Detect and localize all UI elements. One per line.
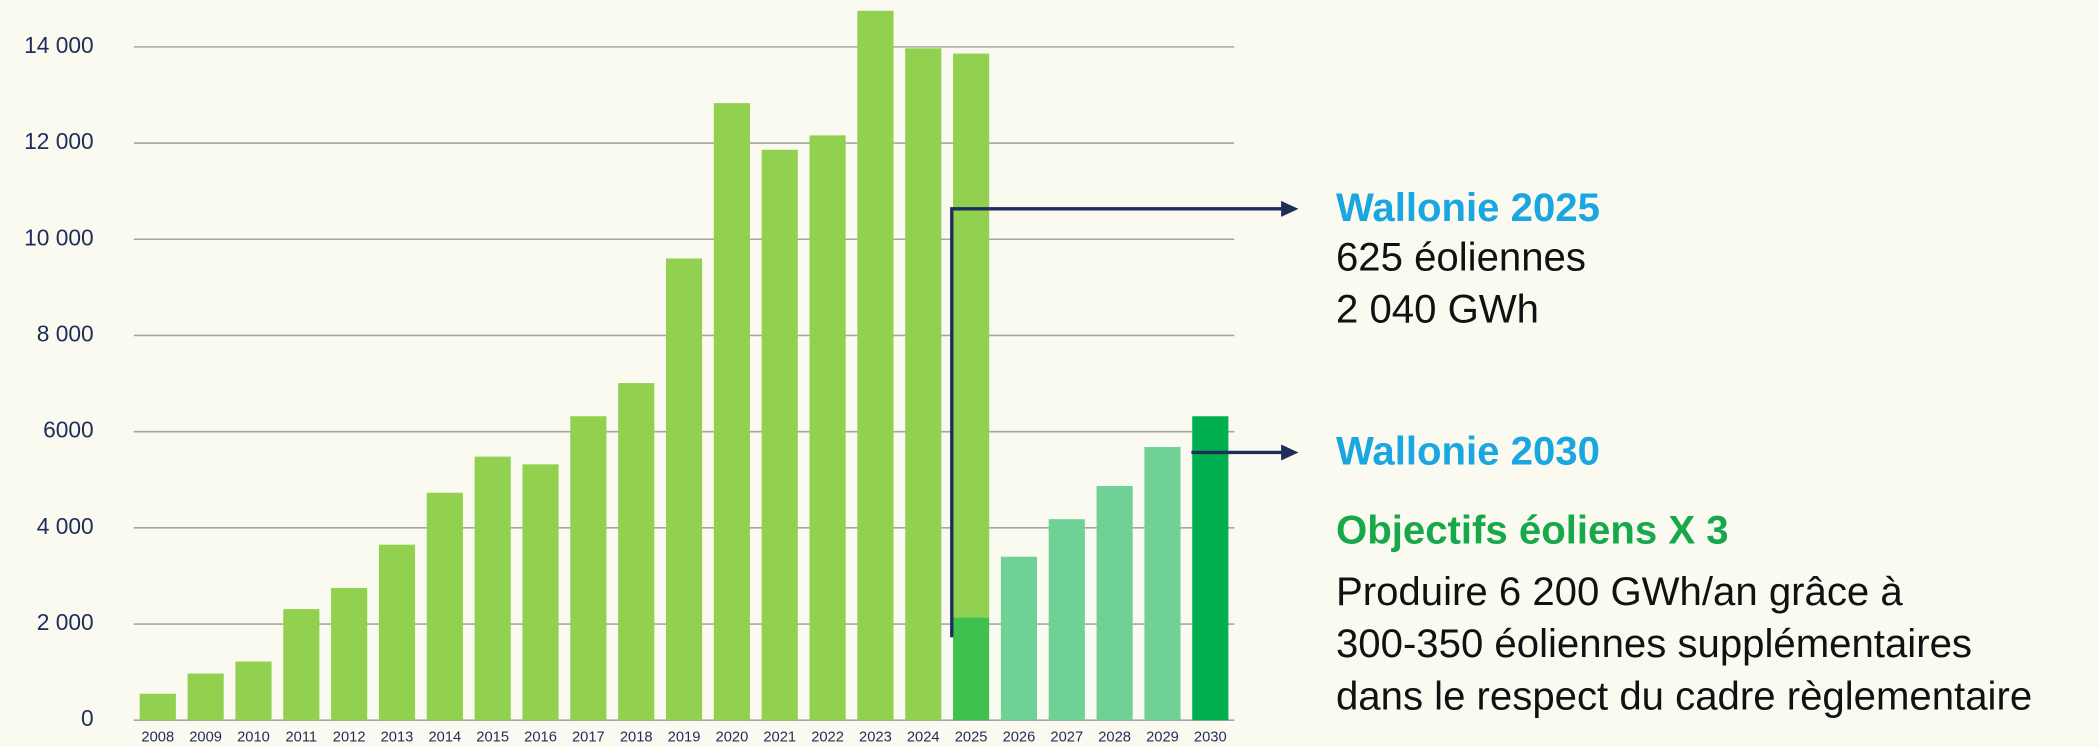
x-tick-label: 2012	[333, 730, 366, 746]
y-tick-label: 0	[81, 705, 94, 731]
bar	[522, 464, 559, 721]
y-tick-label: 12 000	[24, 128, 94, 154]
bar	[139, 693, 176, 721]
bar	[713, 103, 750, 721]
arrow-head	[1281, 200, 1299, 217]
annotation-line: 2 040 GWh	[1336, 287, 1539, 332]
bar	[1096, 485, 1133, 721]
x-tick-label: 2016	[524, 730, 557, 746]
y-tick-label: 2 000	[37, 609, 94, 635]
bar	[857, 10, 894, 721]
bar	[1048, 519, 1085, 721]
y-tick-label: 14 000	[24, 32, 94, 58]
annotation-line: 300-350 éoliennes supplémentaires	[1336, 621, 1972, 666]
bar	[426, 492, 463, 721]
x-tick-label: 2030	[1194, 730, 1227, 746]
x-tick-label: 2018	[620, 730, 653, 746]
bar	[235, 661, 272, 721]
x-tick-label: 2020	[716, 730, 749, 746]
x-tick-label: 2017	[572, 730, 605, 746]
x-tick-label: 2013	[381, 730, 414, 746]
x-tick-label: 2029	[1146, 730, 1179, 746]
x-tick-label: 2009	[189, 730, 222, 746]
bar	[665, 258, 703, 721]
x-tick-label: 2019	[668, 730, 701, 746]
annotation-line: Produire 6 200 GWh/an grâce à	[1336, 569, 1903, 614]
x-tick-label: 2022	[811, 730, 844, 746]
y-tick-label: 4 000	[37, 513, 94, 539]
bar	[1192, 416, 1229, 721]
x-tick-label: 2010	[237, 730, 270, 746]
arrow-head	[1281, 444, 1299, 461]
x-tick-label: 2025	[955, 730, 988, 746]
bar	[187, 673, 224, 721]
x-tick-label: 2028	[1098, 730, 1131, 746]
x-tick-label: 2011	[285, 730, 317, 746]
bar	[1000, 556, 1038, 721]
x-tick-label: 2014	[428, 730, 461, 746]
x-tick-label: 2015	[476, 730, 509, 746]
bar	[570, 416, 607, 721]
bar	[761, 149, 798, 721]
x-tick-label: 2024	[907, 730, 940, 746]
bar	[809, 135, 846, 721]
bar	[283, 609, 320, 721]
bars	[139, 10, 1229, 721]
bar	[953, 53, 990, 618]
bar	[905, 48, 942, 721]
annotation-title: Wallonie 2030	[1336, 428, 1600, 473]
x-tick-label: 2026	[1003, 730, 1036, 746]
bar	[378, 544, 416, 721]
bar	[618, 383, 655, 721]
bar	[331, 587, 368, 721]
x-tick-label: 2023	[859, 730, 892, 746]
x-tick-label: 2021	[763, 730, 796, 746]
bar	[474, 456, 511, 721]
y-tick-label: 8 000	[37, 320, 94, 346]
annotation-line: dans le respect du cadre règlementaire	[1336, 673, 2032, 718]
annotation-subtitle: Objectifs éoliens X 3	[1336, 507, 1729, 552]
x-tick-label: 2008	[141, 730, 174, 746]
x-tick-label: 2027	[1050, 730, 1083, 746]
annotation-line: 625 éoliennes	[1336, 234, 1586, 279]
arrow-2025	[950, 207, 1286, 638]
y-tick-label: 6000	[43, 417, 94, 443]
bar	[1144, 447, 1181, 721]
y-tick-label: 10 000	[24, 224, 94, 250]
annotation-title: Wallonie 2025	[1336, 185, 1600, 230]
arrows	[950, 200, 1299, 638]
bar	[953, 617, 990, 721]
